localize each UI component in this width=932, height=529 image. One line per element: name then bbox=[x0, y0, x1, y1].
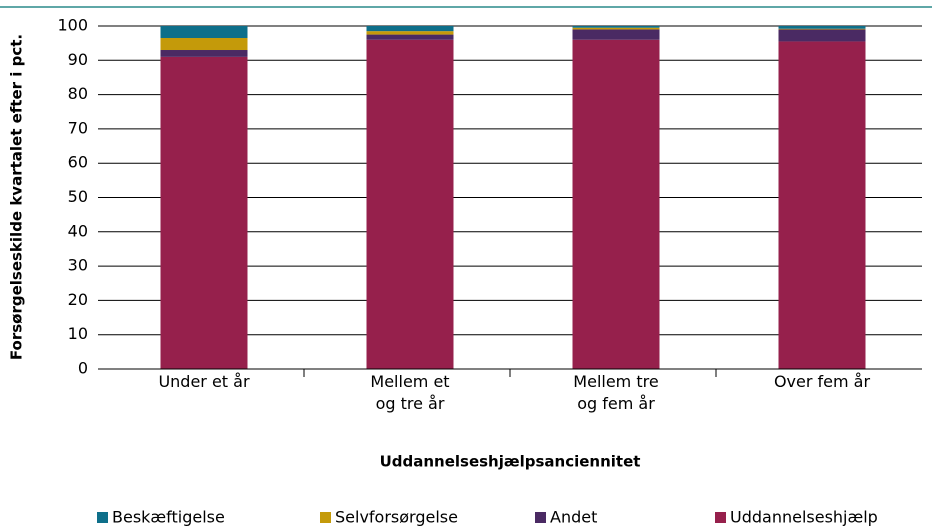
bar-segment bbox=[572, 29, 660, 40]
y-tick-label: 100 bbox=[57, 16, 88, 35]
y-tick-label: 20 bbox=[68, 290, 88, 309]
bar-segment bbox=[366, 39, 454, 369]
y-tick-label: 70 bbox=[68, 118, 88, 137]
bar-segment bbox=[572, 27, 660, 30]
legend-label: Selvforsørgelse bbox=[335, 508, 458, 527]
bar-segment bbox=[160, 56, 248, 370]
legend-swatch bbox=[715, 512, 726, 523]
bar-segment bbox=[160, 38, 248, 51]
bar-segment bbox=[572, 26, 660, 28]
bar-segment bbox=[366, 34, 454, 40]
y-tick-label: 80 bbox=[68, 84, 88, 103]
y-tick-label: 0 bbox=[78, 359, 88, 378]
bar-segment bbox=[366, 31, 454, 35]
x-tick-label: Mellem et og tre år bbox=[370, 372, 450, 413]
bar-segment bbox=[160, 26, 248, 39]
bar-segment bbox=[160, 50, 248, 57]
legend-swatch bbox=[535, 512, 546, 523]
bar-segment bbox=[778, 29, 866, 42]
y-tick-label: 90 bbox=[68, 50, 88, 69]
bar-segment bbox=[366, 26, 454, 32]
legend-swatch bbox=[97, 512, 108, 523]
y-tick-label: 30 bbox=[68, 256, 88, 275]
x-tick-label: Mellem tre og fem år bbox=[573, 372, 659, 413]
bar-segment bbox=[778, 41, 866, 370]
bar-segment bbox=[778, 28, 866, 30]
y-tick-label: 50 bbox=[68, 187, 88, 206]
y-axis-title: Forsørgelseskilde kvartalet efter i pct. bbox=[8, 34, 26, 360]
x-tick-label: Over fem år bbox=[773, 372, 871, 391]
x-tick-label: Under et år bbox=[158, 372, 250, 391]
bar-segment bbox=[572, 39, 660, 369]
y-tick-label: 40 bbox=[68, 221, 88, 240]
legend-label: Uddannelseshjælp bbox=[730, 508, 878, 527]
legend-label: Beskæftigelse bbox=[112, 508, 225, 527]
bar-segment bbox=[778, 26, 866, 29]
x-axis-title: Uddannelseshjælpsanciennitet bbox=[380, 453, 641, 471]
legend-swatch bbox=[320, 512, 331, 523]
y-tick-label: 60 bbox=[68, 153, 88, 172]
legend-label: Andet bbox=[550, 508, 597, 527]
y-tick-label: 10 bbox=[68, 324, 88, 343]
